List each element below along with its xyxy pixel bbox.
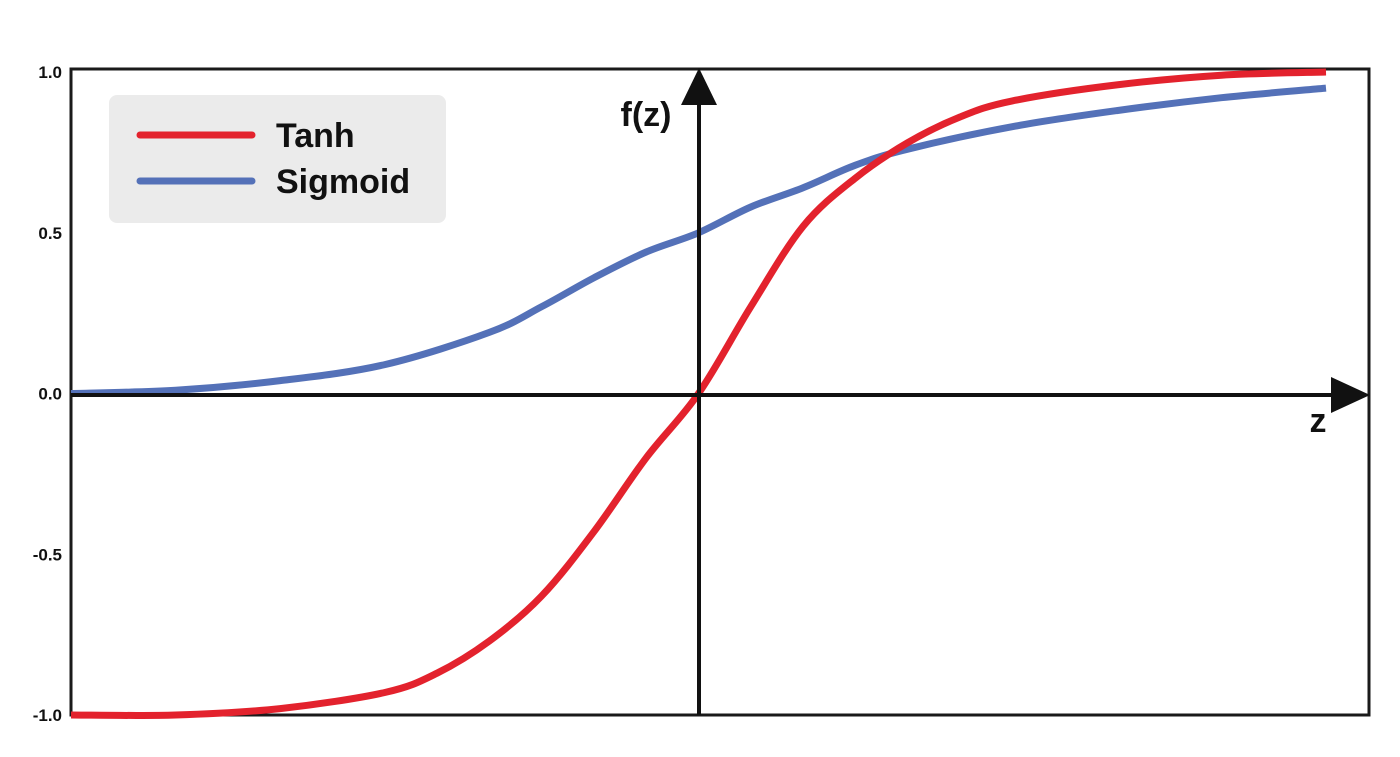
y-tick-label: 0.0 (38, 385, 62, 404)
legend-label-sigmoid: Sigmoid (276, 163, 410, 201)
y-axis-title: f(z) (621, 96, 672, 134)
x-axis-title: z (1310, 402, 1327, 440)
x-axis-arrow-icon (1331, 377, 1370, 413)
legend-label-tanh: Tanh (276, 117, 355, 155)
y-tick-labels: 1.0 0.5 0.0 -0.5 -1.0 (33, 63, 62, 725)
legend-box (109, 95, 446, 223)
y-tick-label: -0.5 (33, 545, 62, 564)
y-tick-label: 0.5 (38, 224, 62, 243)
y-tick-label: 1.0 (38, 63, 62, 82)
legend: Tanh Sigmoid (109, 95, 446, 223)
y-axis-arrow-icon (681, 68, 717, 105)
y-tick-label: -1.0 (33, 706, 62, 725)
